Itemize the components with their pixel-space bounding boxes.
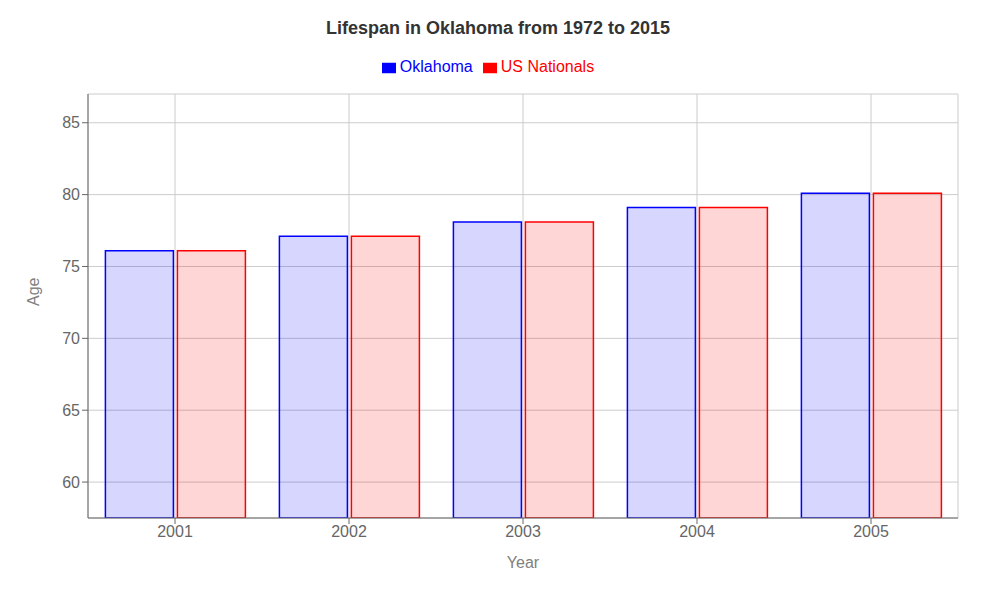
svg-text:75: 75 [62,258,80,275]
svg-text:2001: 2001 [157,523,193,540]
svg-text:2003: 2003 [505,523,541,540]
svg-text:Age: Age [25,277,42,306]
html-text:Lifespan in Oklahoma from 1972: Lifespan in Oklahoma from 1972 to 2015 [325,18,671,38]
svg-text:2004: 2004 [679,523,715,540]
svg-text:80: 80 [62,186,80,203]
svg-text:60: 60 [62,474,80,491]
svg-text:65: 65 [62,402,80,419]
svg-text:2002: 2002 [331,523,367,540]
svg-text:70: 70 [62,330,80,347]
svg-text:Year: Year [507,554,540,571]
html-text:Oklahoma: Oklahoma [399,58,473,75]
svg-text:85: 85 [62,114,80,131]
html-text:US Nationals: US Nationals [500,58,595,75]
svg-text:2005: 2005 [853,523,889,540]
